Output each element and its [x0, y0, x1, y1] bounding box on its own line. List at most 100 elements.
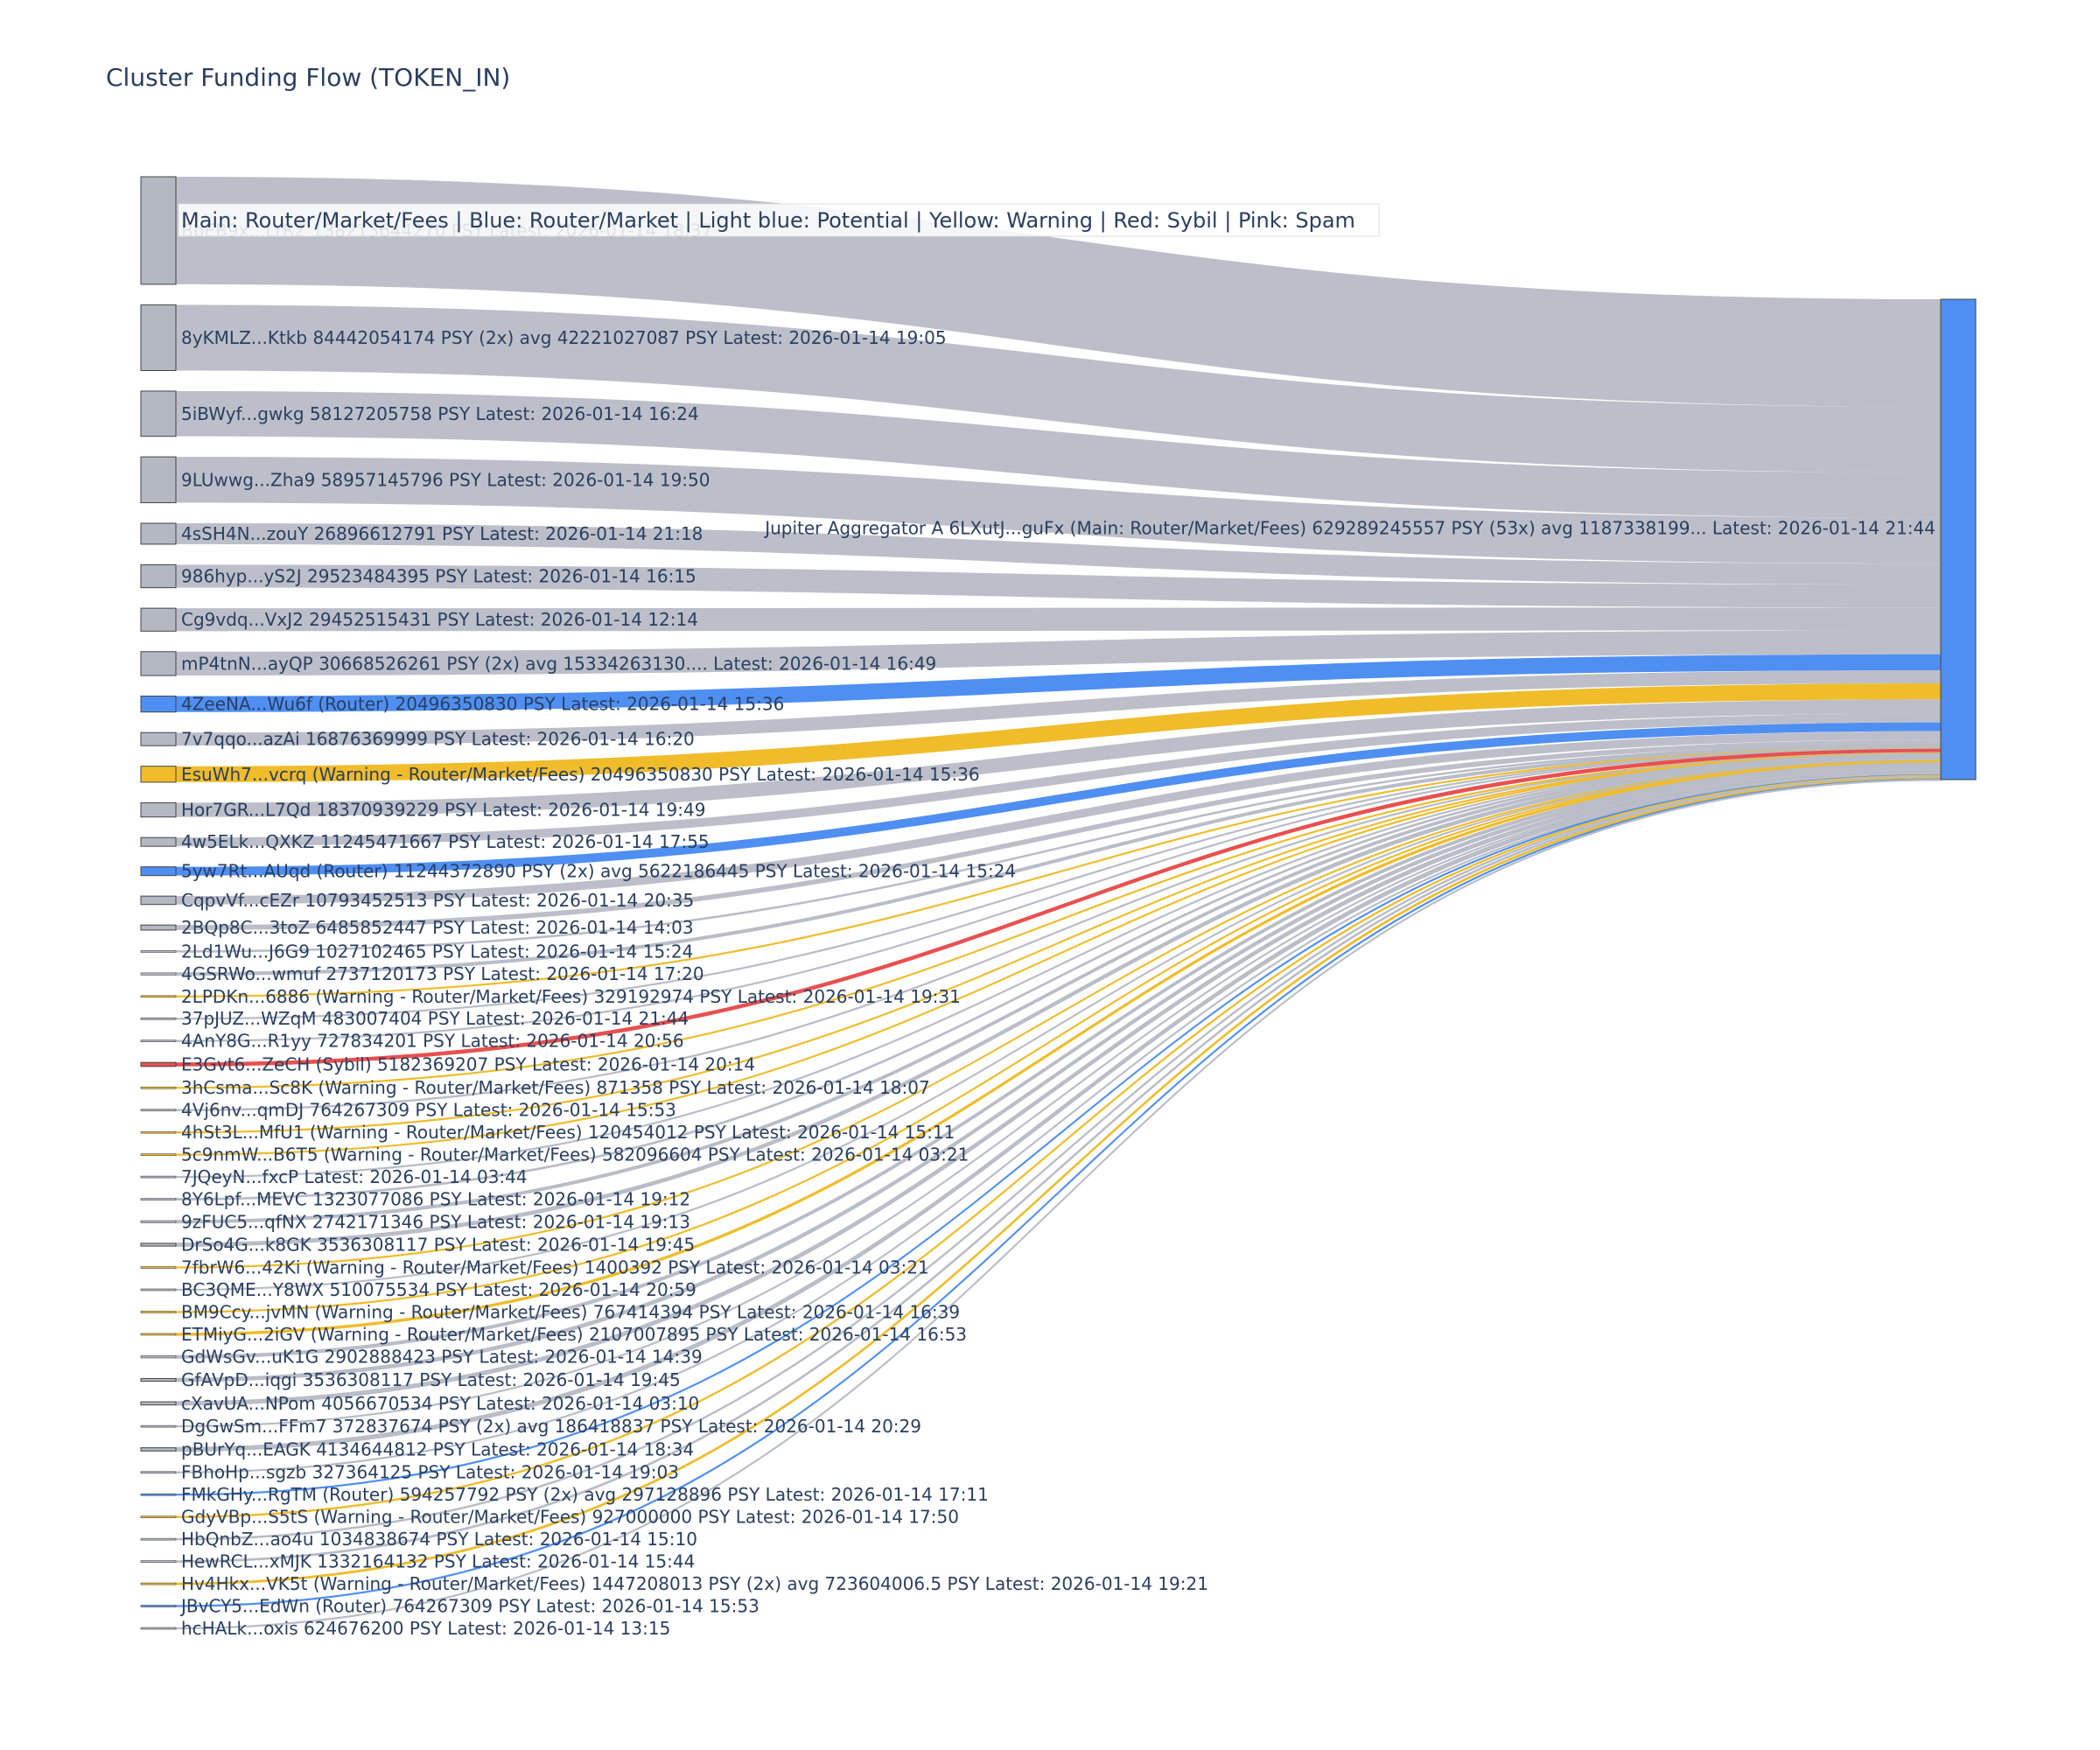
source-node-label: 4AnY8G...R1yy 727834201 PSY Latest: 2026… — [181, 1031, 684, 1052]
sankey-link[interactable] — [176, 722, 1941, 876]
source-node[interactable] — [140, 1560, 177, 1563]
sankey-link[interactable] — [176, 304, 1941, 473]
source-node-label: Hor7GR...L7Qd 18370939229 PSY Latest: 20… — [181, 800, 705, 821]
sankey-link[interactable] — [176, 731, 1941, 905]
target-node[interactable] — [1940, 298, 1977, 780]
source-node[interactable] — [140, 1288, 177, 1292]
source-node-label: 2LPDKn...6886 (Warning - Router/Market/F… — [181, 986, 961, 1007]
source-node[interactable] — [140, 924, 177, 931]
source-node[interactable] — [140, 1040, 177, 1043]
source-node[interactable] — [140, 1424, 177, 1428]
source-node[interactable] — [140, 1220, 177, 1223]
source-node-label: 4sSH4N...zouY 26896612791 PSY Latest: 20… — [181, 523, 703, 544]
source-node-label: DgGwSm...FFm7 372837674 PSY (2x) avg 186… — [181, 1416, 921, 1437]
source-node[interactable] — [140, 766, 177, 783]
sankey-link[interactable] — [176, 670, 1941, 746]
source-node[interactable] — [140, 1537, 177, 1541]
source-node-label: BM9Ccy...jvMN (Warning - Router/Market/F… — [181, 1301, 960, 1322]
source-node[interactable] — [140, 1447, 177, 1452]
sankey-link[interactable] — [176, 390, 1941, 518]
sankey-link[interactable] — [176, 630, 1941, 676]
sankey-link[interactable] — [176, 713, 1941, 847]
source-node[interactable] — [140, 651, 177, 676]
source-node[interactable] — [140, 564, 177, 589]
source-node[interactable] — [140, 1017, 177, 1020]
source-node[interactable] — [140, 802, 177, 818]
sankey-link[interactable] — [176, 523, 1941, 585]
source-node[interactable] — [140, 1242, 177, 1247]
source-node[interactable] — [140, 1516, 177, 1518]
source-node-label: GdWsGv...uK1G 2902888423 PSY Latest: 202… — [181, 1347, 703, 1368]
sankey-link[interactable] — [176, 607, 1941, 632]
source-node[interactable] — [140, 304, 177, 371]
source-node[interactable] — [140, 696, 177, 713]
source-node-label: 7JQeyN...fxcP Latest: 2026-01-14 03:44 — [181, 1166, 528, 1187]
source-node[interactable] — [140, 1471, 177, 1474]
source-node[interactable] — [140, 972, 177, 976]
source-node[interactable] — [140, 607, 177, 632]
source-node-label: 9zFUC5...qfNX 2742171346 PSY Latest: 202… — [181, 1211, 690, 1232]
sankey-link[interactable] — [175, 779, 1942, 1630]
source-node-label: 9LUwwg...Zha9 58957145796 PSY Latest: 20… — [181, 469, 710, 490]
source-node[interactable] — [140, 866, 177, 877]
source-node[interactable] — [140, 522, 177, 545]
source-node-label: E3Gvt6...ZeCH (Sybil) 5182369207 PSY Lat… — [181, 1054, 755, 1074]
source-node[interactable] — [140, 895, 177, 906]
source-node[interactable] — [140, 1175, 177, 1179]
sankey-link[interactable] — [176, 564, 1941, 608]
source-node[interactable] — [140, 1627, 177, 1630]
source-node[interactable] — [140, 1355, 177, 1359]
source-node[interactable] — [140, 1109, 177, 1112]
source-node-label: Hv4Hkx...VK5t (Warning - Router/Market/F… — [181, 1573, 1208, 1594]
source-node[interactable] — [140, 1377, 177, 1382]
legend-box — [178, 203, 1380, 237]
source-node-label: ETMiyG...2iGV (Warning - Router/Market/F… — [181, 1324, 967, 1345]
source-node[interactable] — [140, 1153, 177, 1156]
source-node-label: 8Y6Lpf...MEVC 1323077086 PSY Latest: 202… — [181, 1189, 690, 1210]
source-node[interactable] — [140, 1582, 177, 1586]
source-node[interactable] — [140, 1130, 177, 1134]
source-node[interactable] — [140, 1311, 177, 1313]
source-node[interactable] — [140, 390, 177, 438]
source-node-label: FBhoHp...sgzb 327364125 PSY Latest: 2026… — [181, 1462, 679, 1483]
sankey-link[interactable] — [176, 654, 1941, 712]
source-node-label: 2Ld1Wu...J6G9 1027102465 PSY Latest: 202… — [181, 941, 693, 962]
source-node[interactable] — [140, 1493, 177, 1496]
legend-text: Main: Router/Market/Fees | Blue: Router/… — [181, 208, 1355, 233]
source-node[interactable] — [140, 1605, 177, 1607]
chart-title: Cluster Funding Flow (TOKEN_IN) — [106, 63, 511, 92]
source-node-label: 2BQp8C...3toZ 6485852447 PSY Latest: 202… — [181, 917, 694, 938]
source-node-label: 3hCsma...Sc8K (Warning - Router/Market/F… — [181, 1077, 930, 1098]
sankey-links — [175, 177, 1942, 1630]
source-node[interactable] — [140, 1401, 177, 1406]
source-node[interactable] — [140, 1266, 177, 1269]
sankey-link[interactable] — [176, 739, 1941, 930]
source-node[interactable] — [140, 1333, 177, 1336]
source-node-label: cXavUA...NPom 4056670534 PSY Latest: 202… — [181, 1393, 699, 1414]
source-node[interactable] — [140, 1086, 177, 1089]
source-node-label: 37pJUZ...WZqM 483007404 PSY Latest: 2026… — [181, 1008, 689, 1029]
sankey-link[interactable] — [176, 748, 1941, 1067]
source-node[interactable] — [140, 456, 177, 504]
source-node-label: 986hyp...yS2J 29523484395 PSY Latest: 20… — [181, 566, 696, 587]
sankey-link[interactable] — [176, 699, 1941, 817]
source-node[interactable] — [140, 995, 177, 998]
source-node[interactable] — [140, 1198, 177, 1200]
source-node-label: pBUrYq...EAGK 4134644812 PSY Latest: 202… — [181, 1438, 694, 1460]
source-node[interactable] — [140, 1061, 177, 1068]
source-node-label: HbQnbZ...ao4u 1034838674 PSY Latest: 202… — [181, 1529, 697, 1550]
source-node-label: 4GSRWo...wmuf 2737120173 PSY Latest: 202… — [181, 963, 704, 984]
source-node-label: FMkGHy...RgTM (Router) 594257792 PSY (2x… — [181, 1484, 989, 1505]
source-node[interactable] — [140, 836, 177, 847]
source-node-label: 8yKMLZ...Ktkb 84442054174 PSY (2x) avg 4… — [181, 327, 947, 348]
sankey-link[interactable] — [176, 457, 1941, 564]
sankey-link[interactable] — [176, 683, 1941, 782]
source-node[interactable] — [140, 732, 177, 746]
source-node-label: EsuWh7...vcrq (Warning - Router/Market/F… — [181, 764, 980, 785]
source-node-label: 4Vj6nv...qmDJ 764267309 PSY Latest: 2026… — [181, 1100, 676, 1121]
source-node-label: 7fbrW6...42Ki (Warning - Router/Market/F… — [181, 1257, 929, 1278]
source-node[interactable] — [140, 950, 177, 953]
source-node[interactable] — [140, 176, 177, 285]
source-node-label: GfAVpD...iqgi 3536308117 PSY Latest: 202… — [181, 1369, 681, 1390]
